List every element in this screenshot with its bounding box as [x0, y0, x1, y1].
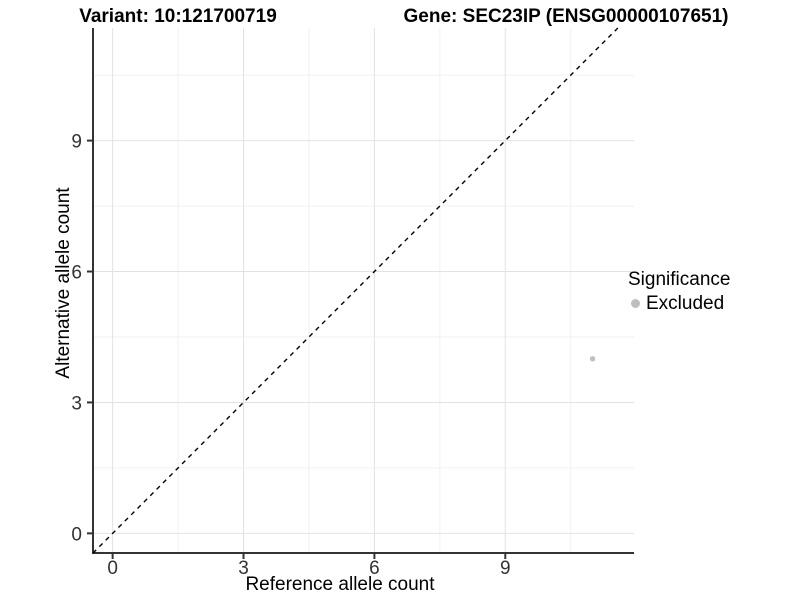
- y-axis-title: Alternative allele count: [53, 187, 74, 379]
- x-tick-label: 3: [238, 558, 249, 579]
- x-tick-label: 6: [369, 558, 380, 579]
- y-tick-label: 9: [71, 132, 82, 153]
- x-tick-label: 9: [500, 558, 511, 579]
- gene-title: Gene: SEC23IP (ENSG00000107651): [403, 6, 729, 27]
- identity-dashed-line: [92, 27, 619, 554]
- data-point: [589, 356, 596, 362]
- legend: Significance Excluded: [628, 268, 730, 315]
- legend-entry-excluded: Excluded: [628, 292, 730, 315]
- x-tick-label: 0: [107, 558, 118, 579]
- variant-title: Variant: 10:121700719: [79, 6, 277, 27]
- y-tick-label: 6: [71, 263, 82, 284]
- y-tick-label: 0: [71, 524, 82, 545]
- legend-entry-label: Excluded: [646, 293, 725, 314]
- y-tick-label: 3: [71, 393, 82, 414]
- x-axis-title: Reference allele count: [245, 574, 435, 595]
- excluded-point-icon: [631, 299, 640, 308]
- legend-title: Significance: [628, 269, 731, 290]
